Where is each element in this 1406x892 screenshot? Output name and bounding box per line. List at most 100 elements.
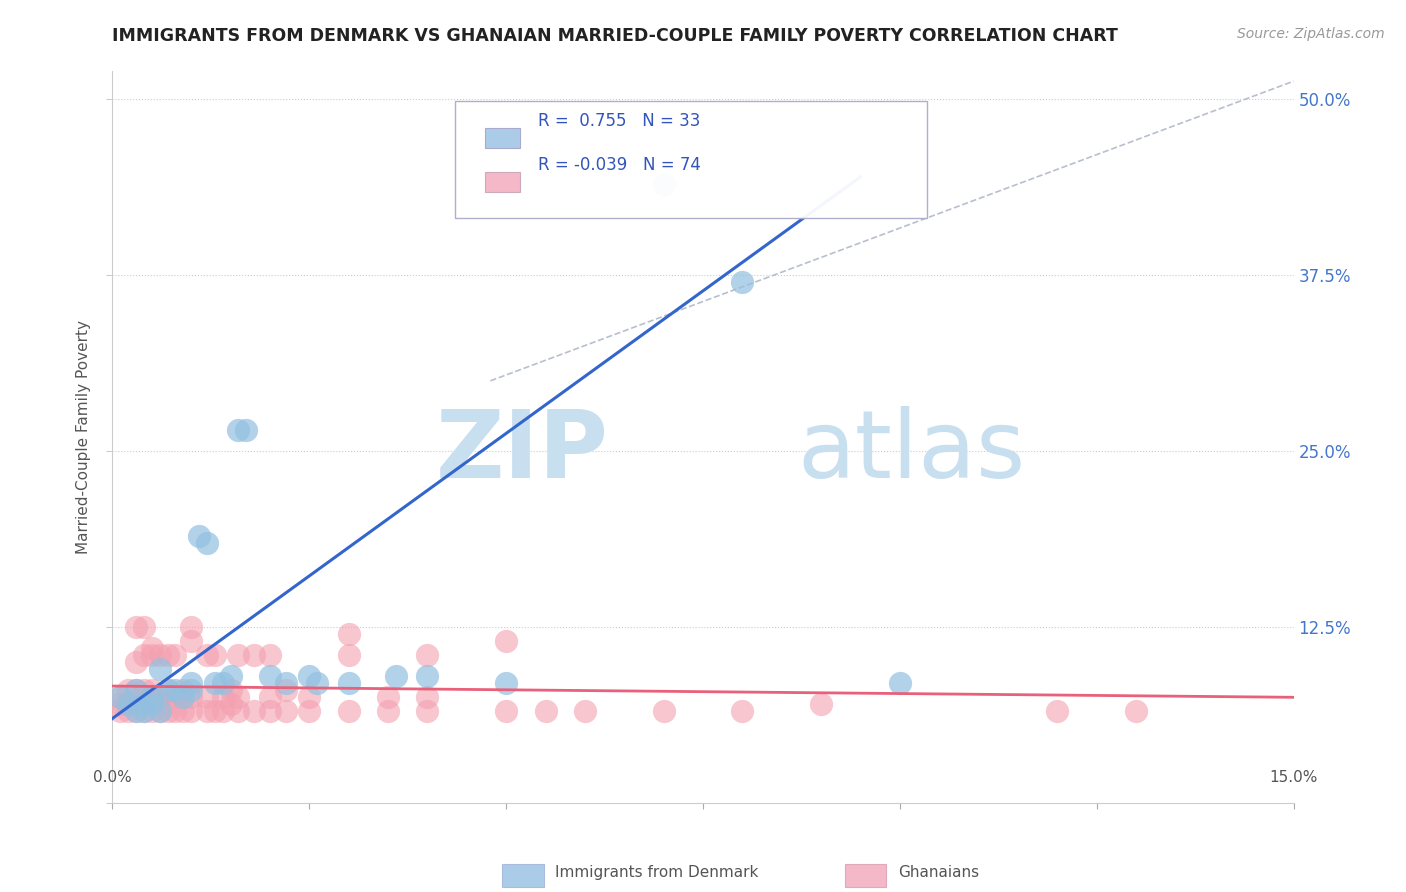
Point <box>298 669 321 683</box>
Point <box>228 423 250 437</box>
Point <box>204 648 226 662</box>
Point <box>125 620 148 634</box>
Point <box>1125 705 1147 719</box>
Point <box>889 676 911 690</box>
Point <box>141 648 163 662</box>
Point <box>180 683 202 698</box>
FancyBboxPatch shape <box>485 128 520 148</box>
Point <box>165 683 187 698</box>
Point <box>731 276 754 290</box>
Point <box>416 648 439 662</box>
Point <box>125 683 148 698</box>
FancyBboxPatch shape <box>485 172 520 192</box>
Point <box>195 690 218 705</box>
Point <box>132 683 155 698</box>
Point <box>274 676 297 690</box>
Point <box>180 705 202 719</box>
Text: ZIP: ZIP <box>436 406 609 498</box>
Point <box>274 705 297 719</box>
Text: R = -0.039   N = 74: R = -0.039 N = 74 <box>537 156 700 174</box>
Point <box>337 627 360 641</box>
Point <box>377 690 399 705</box>
Point <box>259 669 281 683</box>
Point <box>110 690 132 705</box>
Point <box>149 705 172 719</box>
Point <box>125 705 148 719</box>
Point <box>149 705 172 719</box>
Point <box>141 683 163 698</box>
Point <box>141 690 163 705</box>
Y-axis label: Married-Couple Family Poverty: Married-Couple Family Poverty <box>76 320 91 554</box>
Point <box>172 690 194 705</box>
Point <box>211 690 233 705</box>
Point <box>180 634 202 648</box>
Point <box>156 705 179 719</box>
FancyBboxPatch shape <box>845 863 886 887</box>
Point <box>228 705 250 719</box>
Point <box>195 535 218 549</box>
Text: atlas: atlas <box>797 406 1026 498</box>
Point <box>188 528 211 542</box>
Point <box>307 676 329 690</box>
Point <box>204 705 226 719</box>
Point <box>110 705 132 719</box>
Point <box>141 698 163 712</box>
Point <box>243 705 266 719</box>
Point <box>117 698 139 712</box>
Text: Source: ZipAtlas.com: Source: ZipAtlas.com <box>1237 27 1385 41</box>
Point <box>165 705 187 719</box>
Point <box>125 655 148 669</box>
Point <box>172 705 194 719</box>
Point <box>337 705 360 719</box>
Point <box>141 690 163 705</box>
Point <box>180 676 202 690</box>
Point <box>219 698 242 712</box>
Point <box>243 648 266 662</box>
Point <box>235 423 257 437</box>
Point <box>495 676 517 690</box>
Text: IMMIGRANTS FROM DENMARK VS GHANAIAN MARRIED-COUPLE FAMILY POVERTY CORRELATION CH: IMMIGRANTS FROM DENMARK VS GHANAIAN MARR… <box>112 27 1118 45</box>
Point <box>195 648 218 662</box>
Point <box>117 698 139 712</box>
Point <box>204 676 226 690</box>
Point <box>195 705 218 719</box>
Point <box>172 683 194 698</box>
Point <box>125 683 148 698</box>
Point <box>149 690 172 705</box>
Point <box>141 705 163 719</box>
Point <box>117 705 139 719</box>
Point <box>228 690 250 705</box>
Point <box>180 690 202 705</box>
Text: 15.0%: 15.0% <box>1270 770 1317 785</box>
Point <box>652 705 675 719</box>
Point <box>416 705 439 719</box>
Point <box>132 705 155 719</box>
Text: R =  0.755   N = 33: R = 0.755 N = 33 <box>537 112 700 130</box>
Point <box>377 705 399 719</box>
Point <box>298 690 321 705</box>
Point <box>495 634 517 648</box>
Point <box>219 669 242 683</box>
Text: Immigrants from Denmark: Immigrants from Denmark <box>555 864 759 880</box>
Point <box>574 705 596 719</box>
Point <box>132 705 155 719</box>
Point <box>652 177 675 191</box>
Point <box>117 683 139 698</box>
Point <box>125 705 148 719</box>
Point <box>731 705 754 719</box>
Point <box>259 648 281 662</box>
Point <box>495 705 517 719</box>
Point <box>259 705 281 719</box>
Point <box>416 669 439 683</box>
Point <box>141 641 163 656</box>
Point <box>165 690 187 705</box>
Text: Ghanaians: Ghanaians <box>898 864 979 880</box>
Point <box>1046 705 1069 719</box>
Point <box>534 705 557 719</box>
Point <box>156 648 179 662</box>
Point <box>416 690 439 705</box>
Point <box>132 698 155 712</box>
Text: 0.0%: 0.0% <box>93 770 132 785</box>
Point <box>149 648 172 662</box>
FancyBboxPatch shape <box>456 101 928 218</box>
